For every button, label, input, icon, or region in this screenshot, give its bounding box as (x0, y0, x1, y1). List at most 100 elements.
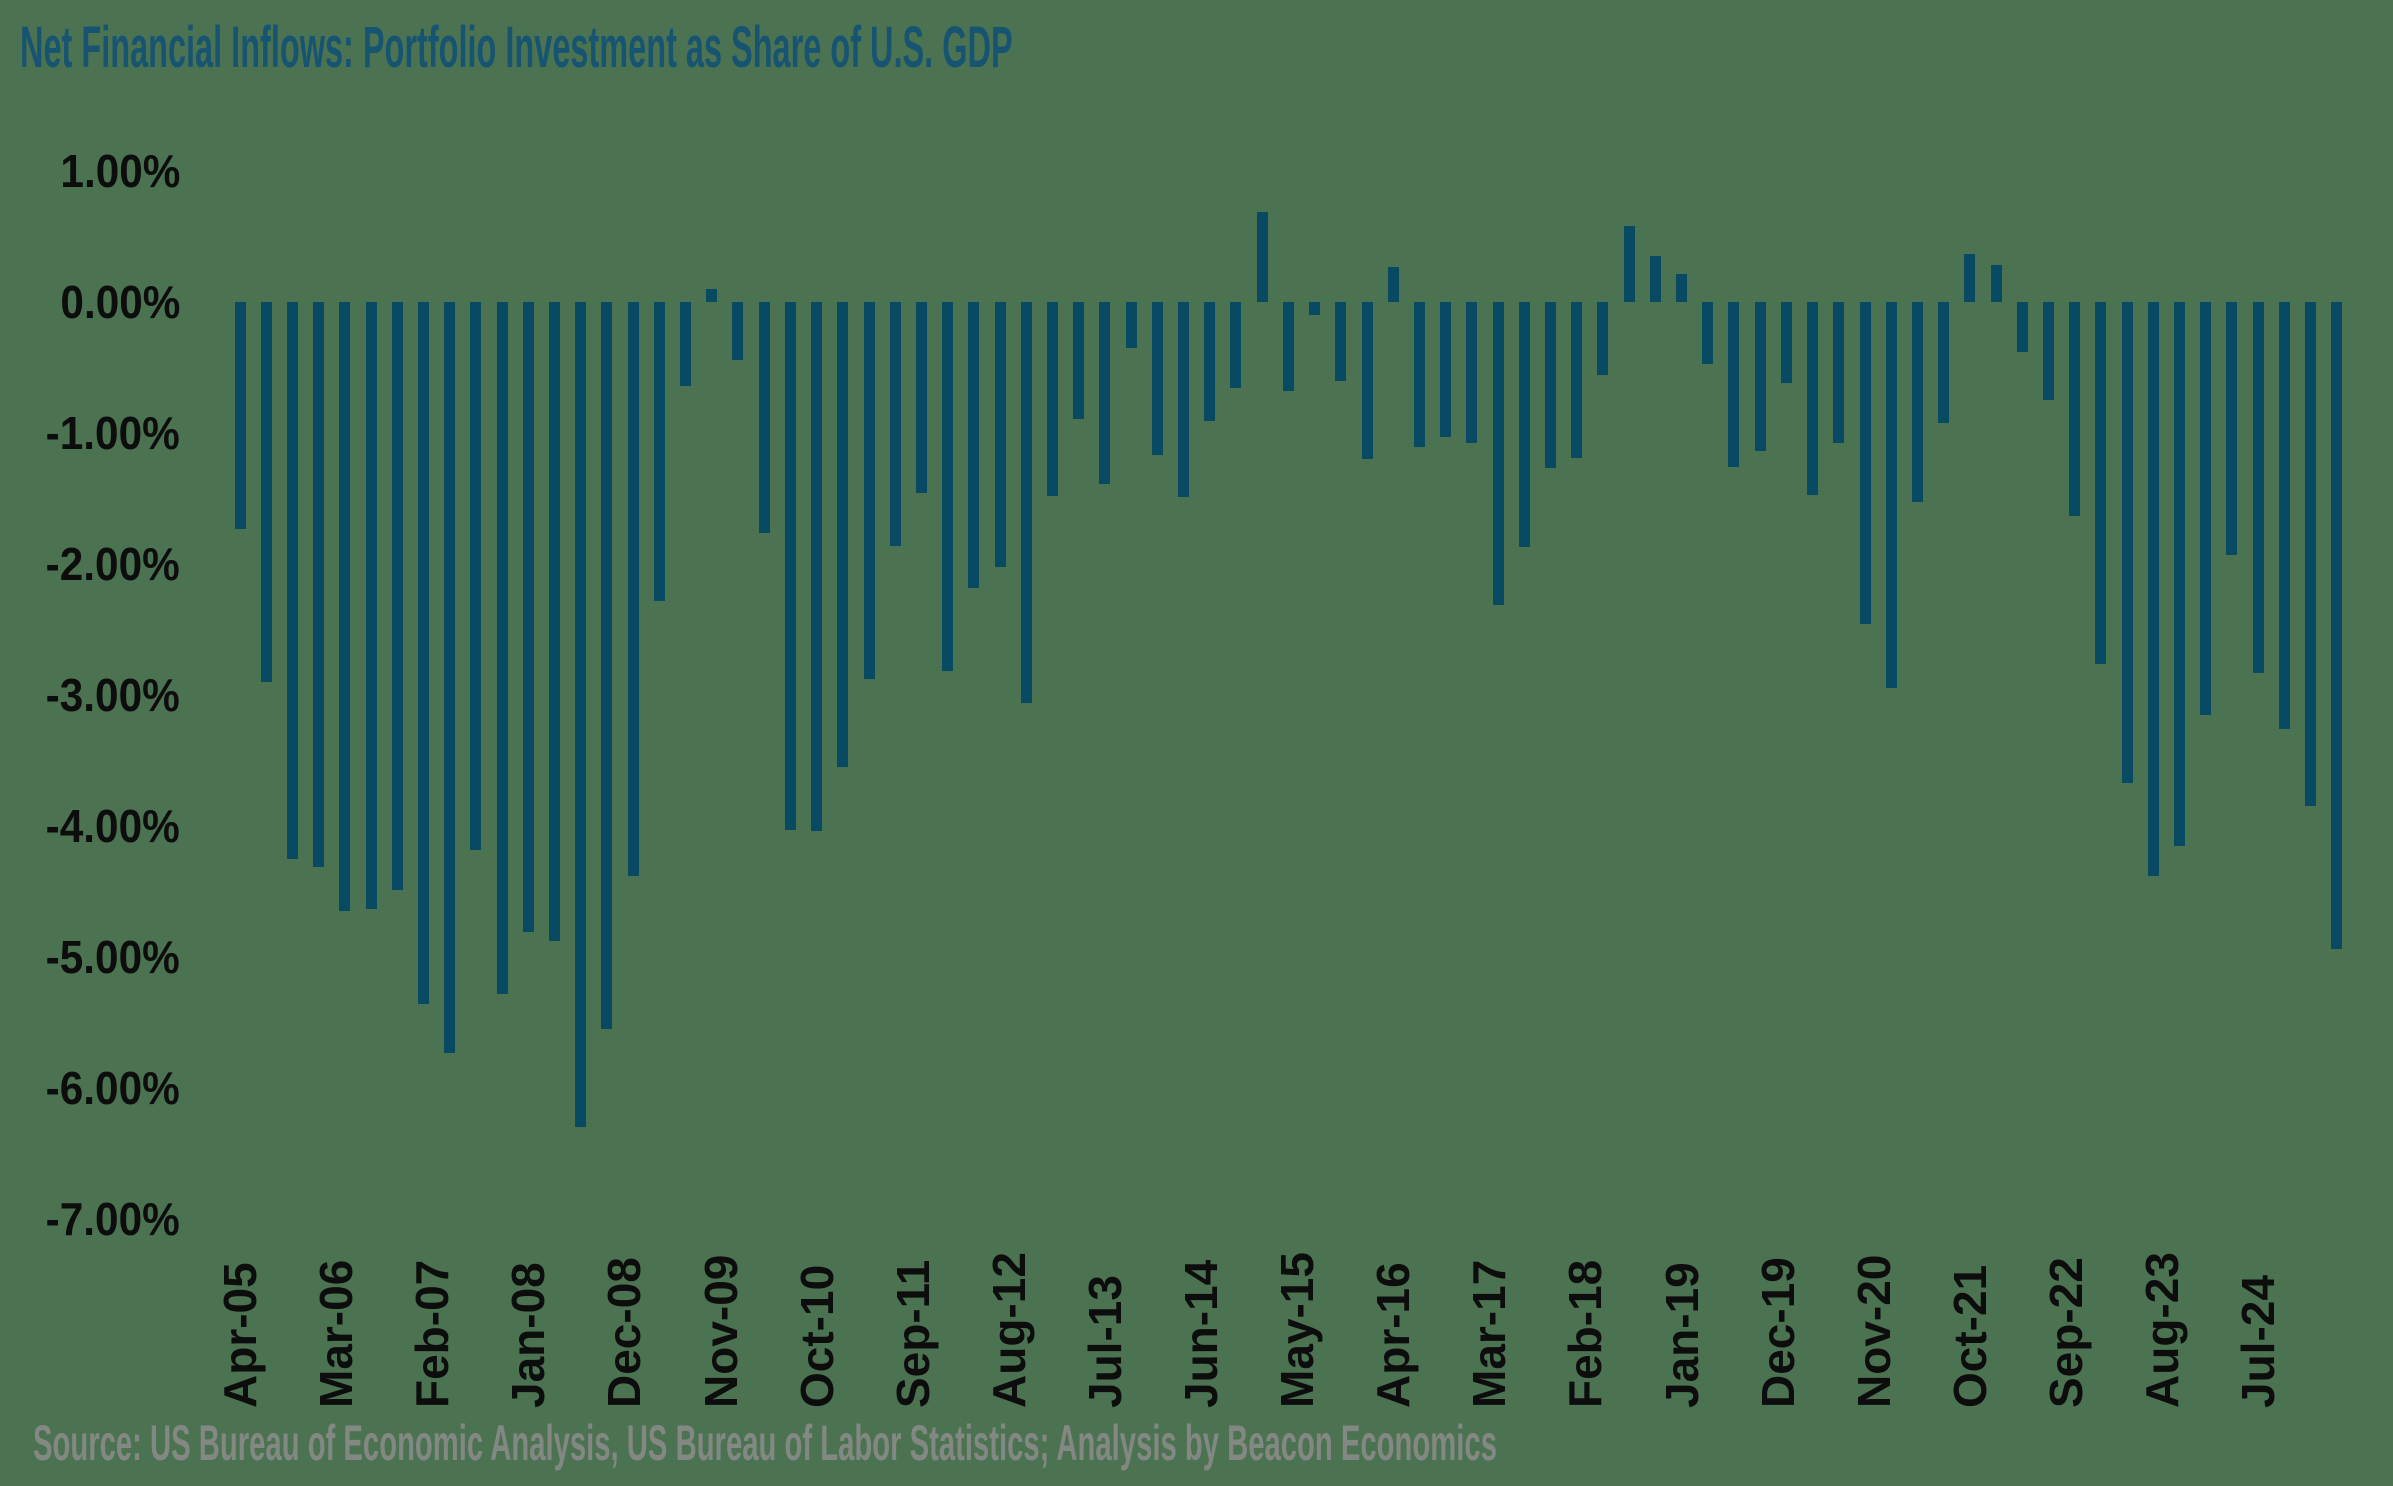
x-tick-label: Aug-12 (982, 1252, 1035, 1408)
bar-Oct-09 (706, 288, 718, 302)
y-tick-label: 1.00% (0, 144, 180, 198)
bar-Jul-11 (889, 302, 901, 546)
bar-Apr-24 (2226, 302, 2238, 555)
bar-Oct-24 (2278, 302, 2290, 730)
bar-Apr-05 (234, 302, 246, 529)
bar-Jan-24 (2200, 302, 2212, 715)
bar-Apr-20 (1807, 302, 1819, 495)
x-tick-label: Feb-07 (406, 1259, 459, 1408)
x-tick-label: Dec-19 (1751, 1257, 1804, 1408)
y-tick-label: -3.00% (0, 668, 180, 722)
bar-Oct-18 (1649, 256, 1661, 302)
x-tick-label: Oct-21 (1943, 1264, 1996, 1408)
bar-Apr-18 (1597, 302, 1609, 376)
bar-Apr-21 (1911, 302, 1923, 503)
x-tick-label: Feb-18 (1559, 1259, 1612, 1408)
y-tick-label-text: 0.00% (59, 276, 180, 328)
bar-Oct-08 (601, 302, 613, 1030)
bar-Jan-11 (837, 302, 849, 768)
bar-Apr-16 (1387, 266, 1399, 302)
bar-Jul-18 (1623, 226, 1635, 302)
bar-Jul-13 (1099, 302, 1111, 485)
bar-Jan-09 (627, 302, 639, 876)
bar-Apr-07 (444, 302, 456, 1053)
x-tick-label: Jul-24 (2232, 1275, 2285, 1408)
bar-Jul-05 (260, 302, 272, 682)
bar-Jul-21 (1938, 302, 1950, 423)
bar-Oct-22 (2069, 302, 2081, 516)
bar-Jul-22 (2042, 302, 2054, 401)
bar-Oct-13 (1125, 302, 1137, 348)
bar-Jan-06 (313, 302, 325, 867)
bar-Jul-09 (680, 302, 692, 386)
bar-Jan-23 (2095, 302, 2107, 664)
bar-Apr-12 (968, 302, 980, 588)
bar-Jan-12 (942, 302, 954, 672)
bar-Jan-13 (1047, 302, 1058, 496)
bar-Oct-11 (915, 302, 927, 494)
y-tick-label-text: -1.00% (45, 407, 180, 459)
bar-Jan-15 (1256, 211, 1268, 302)
bar-Oct-10 (811, 302, 823, 832)
y-tick-label: -5.00% (0, 930, 180, 984)
bar-Apr-08 (549, 302, 561, 942)
bar-Jul-15 (1309, 302, 1321, 316)
x-tick-label: Sep-22 (2039, 1257, 2092, 1408)
bar-Apr-11 (863, 302, 875, 680)
bar-Apr-15 (1282, 302, 1294, 392)
bar-Oct-19 (1754, 302, 1766, 452)
bar-Jan-25 (2305, 302, 2317, 807)
bar-Jul-14 (1204, 302, 1216, 422)
y-tick-label-text: -7.00% (45, 1193, 180, 1245)
bar-Jul-24 (2252, 302, 2264, 673)
bar-Jul-06 (365, 302, 377, 909)
source-note-text: Source: US Bureau of Economic Analysis, … (33, 1415, 1497, 1471)
x-tick-label: Jul-13 (1078, 1275, 1131, 1408)
y-tick-label-text: 1.00% (59, 145, 180, 197)
x-tick-label: Jan-19 (1655, 1262, 1708, 1408)
bar-Apr-10 (758, 302, 770, 533)
bar-Apr-22 (2016, 302, 2028, 352)
chart-title-text: Net Financial Inflows: Portfolio Investm… (20, 15, 1013, 80)
x-tick-label: Jun-14 (1175, 1259, 1228, 1408)
y-tick-label: -7.00% (0, 1192, 180, 1246)
bar-Oct-20 (1859, 302, 1871, 625)
y-tick-label-text: -4.00% (45, 800, 180, 852)
x-tick-label: Oct-10 (790, 1264, 843, 1408)
bar-Jan-22 (1990, 265, 2002, 302)
source-note: Source: US Bureau of Economic Analysis, … (33, 1414, 2393, 1472)
bar-Apr-17 (1492, 302, 1504, 605)
bar-Oct-07 (496, 302, 508, 994)
bar-Oct-14 (1230, 302, 1242, 389)
bar-Jul-23 (2147, 302, 2159, 876)
x-tick-label: Nov-20 (1847, 1254, 1900, 1408)
y-tick-label: -1.00% (0, 406, 180, 460)
bar-Oct-15 (1335, 302, 1347, 381)
bar-Oct-23 (2174, 302, 2186, 846)
y-tick-label-text: -3.00% (45, 669, 180, 721)
x-tick-label: Jan-08 (502, 1262, 555, 1408)
bar-Jan-21 (1885, 302, 1897, 689)
chart-title: Net Financial Inflows: Portfolio Investm… (20, 14, 1793, 81)
x-tick-label: Aug-23 (2136, 1252, 2189, 1408)
x-tick-label: Dec-08 (598, 1257, 651, 1408)
bar-Apr-23 (2121, 302, 2133, 783)
bar-Oct-06 (391, 302, 403, 891)
y-tick-label-text: -6.00% (45, 1062, 180, 1114)
bar-Apr-13 (1073, 302, 1085, 419)
bar-Jul-07 (470, 302, 482, 850)
y-tick-label: -6.00% (0, 1061, 180, 1115)
bar-Jul-20 (1833, 302, 1845, 444)
bar-Oct-17 (1545, 302, 1556, 469)
bar-Apr-14 (1178, 302, 1190, 498)
bar-Jan-20 (1780, 302, 1792, 384)
bar-Apr-25 (2331, 302, 2343, 950)
x-tick-label: Apr-16 (1367, 1262, 1420, 1408)
bar-Oct-16 (1440, 302, 1452, 437)
bar-Oct-05 (286, 302, 298, 859)
y-tick-label: -2.00% (0, 537, 180, 591)
y-tick-label: 0.00% (0, 275, 180, 329)
bar-Jan-18 (1571, 302, 1583, 458)
x-tick-label: Apr-05 (214, 1262, 266, 1408)
